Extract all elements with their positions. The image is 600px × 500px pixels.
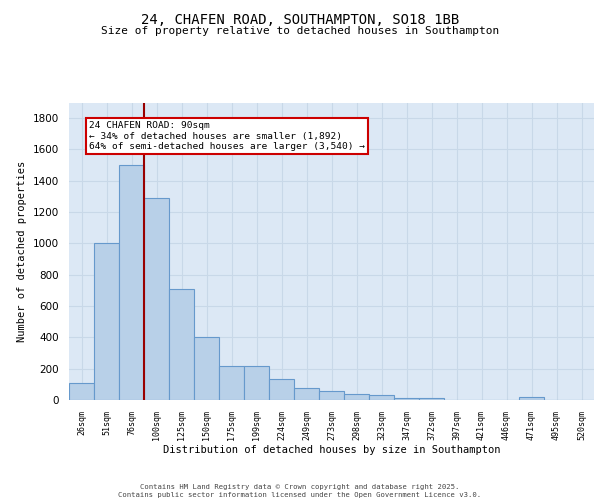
Bar xyxy=(119,165,144,400)
Text: Contains HM Land Registry data © Crown copyright and database right 2025.
Contai: Contains HM Land Registry data © Crown c… xyxy=(118,484,482,498)
Bar xyxy=(344,394,369,400)
Bar xyxy=(194,336,219,400)
Bar xyxy=(144,198,169,400)
Bar xyxy=(319,390,344,400)
Bar xyxy=(294,388,319,400)
Bar xyxy=(369,396,394,400)
X-axis label: Distribution of detached houses by size in Southampton: Distribution of detached houses by size … xyxy=(163,446,500,456)
Bar xyxy=(394,398,419,400)
Text: 24 CHAFEN ROAD: 90sqm
← 34% of detached houses are smaller (1,892)
64% of semi-d: 24 CHAFEN ROAD: 90sqm ← 34% of detached … xyxy=(89,122,365,151)
Bar xyxy=(69,383,94,400)
Bar xyxy=(419,398,444,400)
Bar xyxy=(169,289,194,400)
Y-axis label: Number of detached properties: Number of detached properties xyxy=(17,160,28,342)
Bar xyxy=(519,397,544,400)
Text: Size of property relative to detached houses in Southampton: Size of property relative to detached ho… xyxy=(101,26,499,36)
Text: 24, CHAFEN ROAD, SOUTHAMPTON, SO18 1BB: 24, CHAFEN ROAD, SOUTHAMPTON, SO18 1BB xyxy=(141,12,459,26)
Bar xyxy=(244,366,269,400)
Bar xyxy=(269,379,294,400)
Bar xyxy=(94,244,119,400)
Bar xyxy=(219,366,244,400)
